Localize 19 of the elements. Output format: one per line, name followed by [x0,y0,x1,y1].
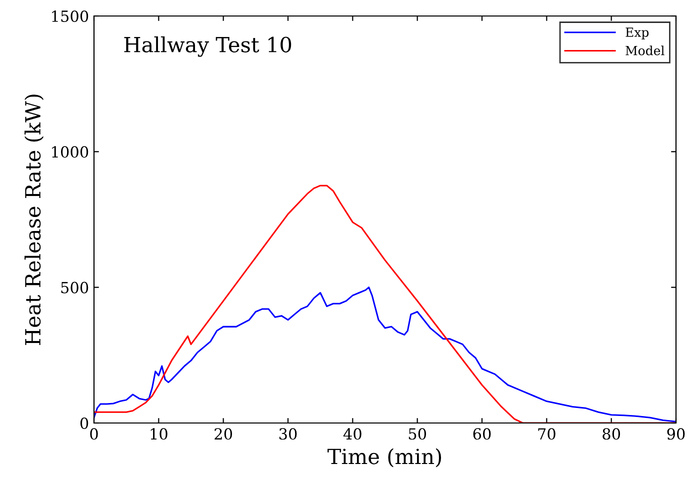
x-axis-title: Time (min) [328,448,442,468]
x-tick-label: 30 [279,428,297,440]
x-tick-label: 10 [150,428,168,440]
y-tick-label: 500 [61,282,88,294]
x-tick-label: 20 [214,428,232,440]
x-tick-label: 60 [473,428,491,440]
x-tick-label: 80 [602,428,620,440]
legend-label: Model [626,46,664,56]
x-tick-label: 70 [538,428,556,440]
x-tick-label: 40 [343,428,362,440]
x-tick-label: 50 [408,428,426,440]
y-axis-title: Heat Release Rate (kW) [24,94,44,345]
annotation: Hallway Test 10 [124,36,292,57]
legend-label: Exp [626,28,649,40]
y-tick-label: 1500 [52,10,88,22]
y-tick-label: 1000 [52,146,88,158]
x-tick-label: 0 [90,428,98,440]
y-tick-label: 0 [80,417,88,430]
x-tick-label: 90 [667,428,685,440]
